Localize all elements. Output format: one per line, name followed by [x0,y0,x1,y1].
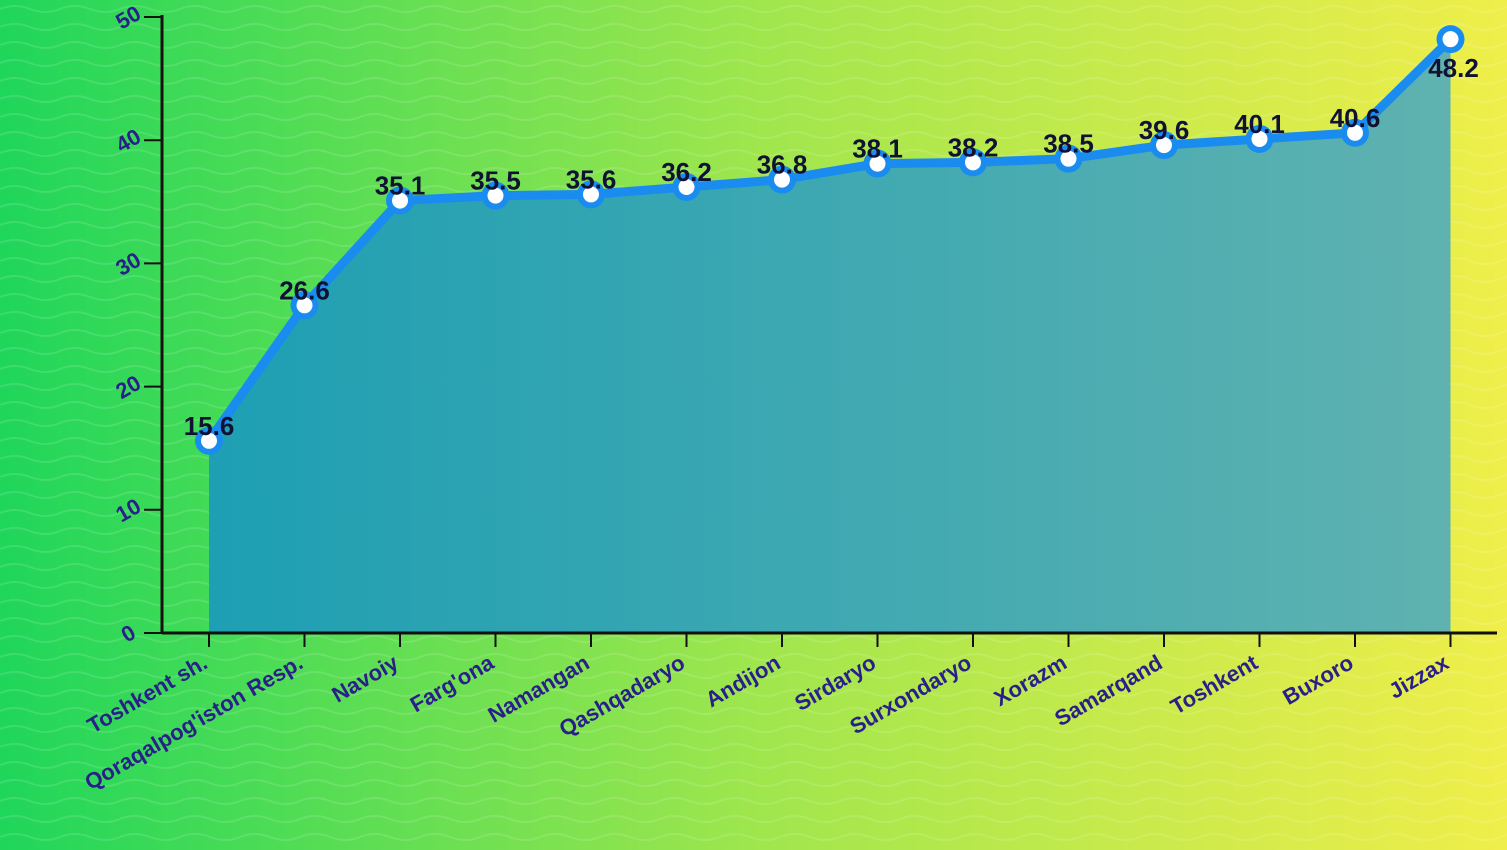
data-point [965,154,981,171]
data-point [869,155,886,172]
data-point [201,432,217,449]
data-point [296,297,313,314]
data-point [392,192,408,209]
data-point [1060,150,1077,167]
data-label: 39.6 [1139,115,1190,145]
data-label: 40.1 [1234,109,1285,139]
series-line [204,34,1455,446]
data-label: 40.6 [1330,103,1381,133]
data-point [1251,130,1268,147]
data-point [1347,124,1363,141]
data-label: 35.6 [566,164,617,194]
data-label: 35.1 [375,171,426,201]
data-point [678,179,695,196]
data-label: 26.6 [279,275,330,305]
data-point [583,186,599,203]
data-label: 38.5 [1043,129,1094,159]
data-point [487,187,504,204]
series-area [209,39,1451,633]
data-point [1156,137,1172,154]
data-label: 35.5 [470,166,521,196]
data-point [1442,31,1459,48]
data-label: 15.6 [184,411,235,441]
data-label: 38.1 [852,134,903,164]
data-label: 36.8 [757,150,808,180]
data-label: 48.2 [1428,53,1479,83]
data-point [774,171,790,188]
data-label: 38.2 [948,132,999,162]
data-label: 36.2 [661,157,712,187]
